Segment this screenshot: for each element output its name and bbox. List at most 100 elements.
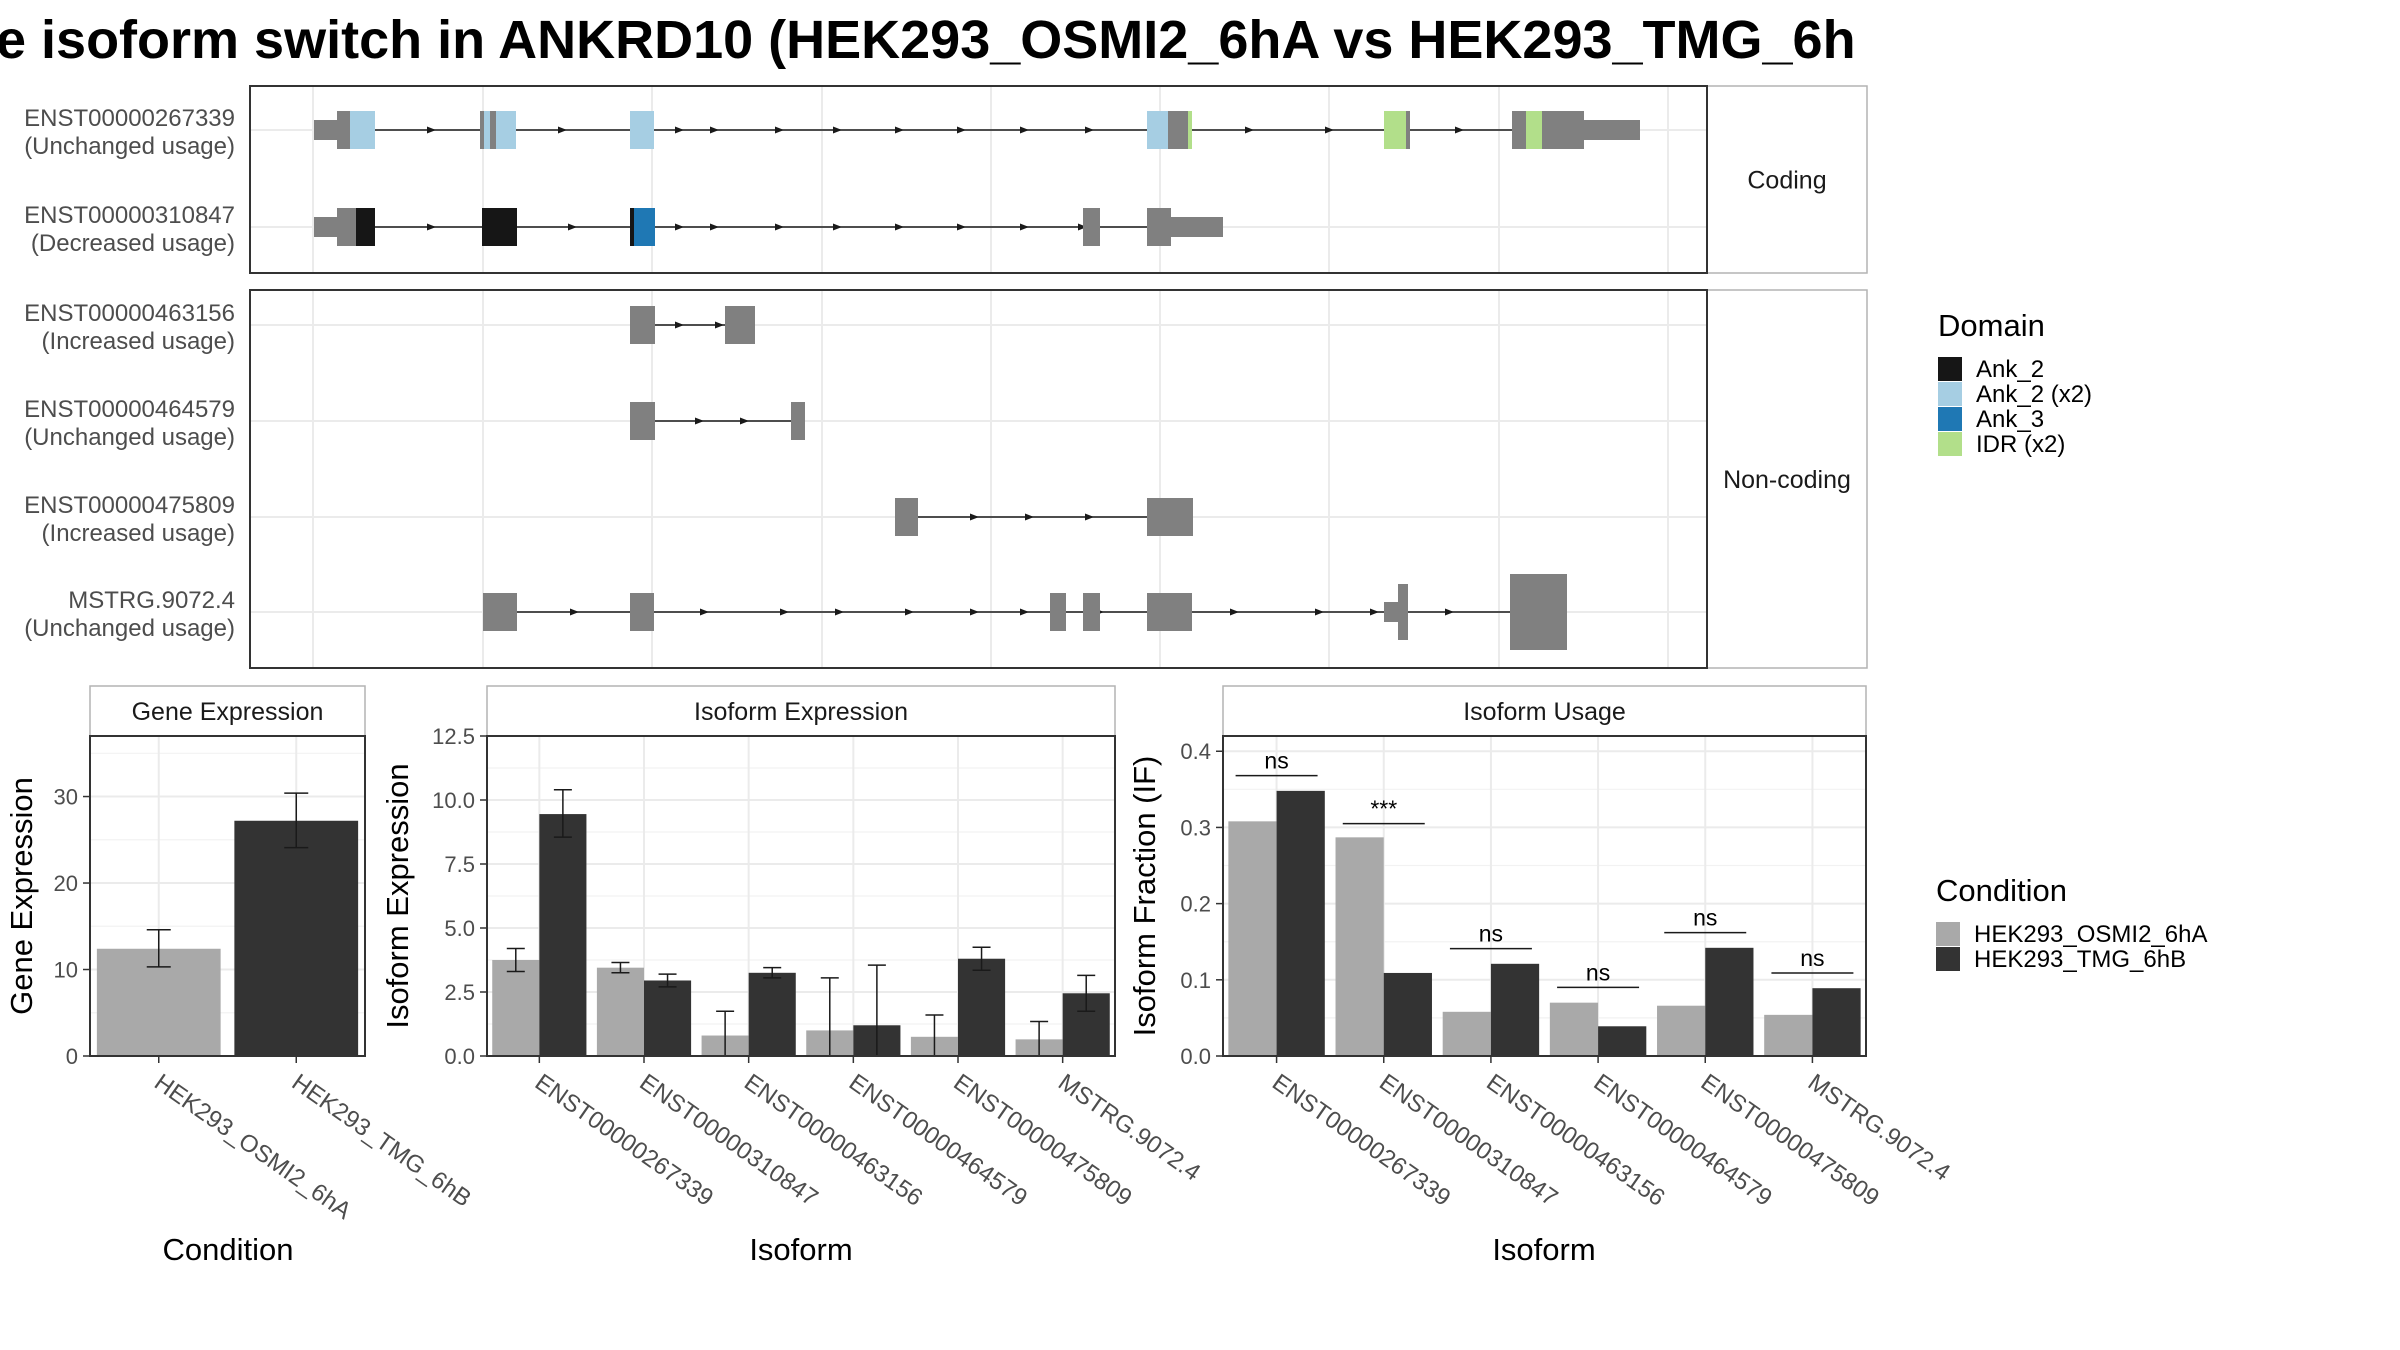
exon-block <box>337 208 356 246</box>
intron-arrow <box>1020 126 1029 134</box>
y-tick-label: 0 <box>66 1044 78 1069</box>
intron-arrow <box>957 126 966 134</box>
intron-arrow <box>775 223 784 231</box>
y-tick-label: 0.3 <box>1180 815 1211 840</box>
bar <box>1335 837 1384 1056</box>
intron-arrow <box>957 223 966 231</box>
y-tick-label: 0.0 <box>1180 1044 1211 1069</box>
intron-arrow <box>427 223 436 231</box>
exon-block <box>314 217 337 237</box>
intron-arrow <box>895 223 904 231</box>
bar <box>1490 963 1540 1056</box>
chart-title: Isoform Expression <box>694 698 908 726</box>
bar <box>492 960 540 1056</box>
domain-block <box>350 111 375 149</box>
intron-arrow <box>427 126 436 134</box>
intron-arrow <box>780 608 789 616</box>
domain-block <box>496 111 516 149</box>
intron-arrow <box>675 321 684 329</box>
exon-block <box>630 402 655 440</box>
chart-2: Isoform Usage 0.0 0.1 0.2 0.3 0.4 ns *** ns ns ns n… <box>1127 685 1955 1267</box>
intron-arrow <box>1325 126 1334 134</box>
intron-arrow <box>710 126 719 134</box>
transcript-usage-label: (Unchanged usage) <box>24 615 235 642</box>
y-tick-label: 7.5 <box>444 852 475 877</box>
intron-arrow <box>1455 126 1464 134</box>
bar <box>1549 1002 1599 1056</box>
transcript-structure-panel: CodingNon-codingENST00000267339(Unchange… <box>24 85 1868 669</box>
transcript-usage-label: (Decreased usage) <box>31 230 235 257</box>
chart-title: Gene Expression <box>132 698 324 726</box>
y-tick-label: 12.5 <box>432 724 475 749</box>
transcript-id-label: ENST00000267339 <box>24 105 235 132</box>
domain-legend-key <box>1938 382 1962 406</box>
intron-arrow <box>1025 513 1034 521</box>
x-tick-label: ENST00000267339 <box>1267 1069 1455 1212</box>
intron-arrow <box>700 608 709 616</box>
figure-title: e isoform switch in ANKRD10 (HEK293_OSMI… <box>0 10 1856 70</box>
domain-legend-key <box>1938 407 1962 431</box>
transcript-usage-label: (Increased usage) <box>42 328 235 355</box>
domain-legend-label: Ank_3 <box>1976 406 2044 433</box>
intron-arrow <box>833 223 842 231</box>
domain-legend-label: Ank_2 (x2) <box>1976 381 2092 408</box>
intron-arrow <box>1085 513 1094 521</box>
y-tick-label: 0.4 <box>1180 739 1211 764</box>
domain-legend-key <box>1938 432 1962 456</box>
domain-legend-key <box>1938 357 1962 381</box>
intron-arrow <box>558 126 567 134</box>
domain-block <box>640 208 655 246</box>
exon-block <box>1171 217 1223 237</box>
exon-block <box>1083 208 1100 246</box>
exon-block <box>1083 593 1100 631</box>
condition-legend-key <box>1936 922 1960 946</box>
chart-border <box>1222 735 1867 1057</box>
transcript-usage-label: (Increased usage) <box>42 520 235 547</box>
intron-arrow <box>710 223 719 231</box>
chart-1: Isoform Expression 0.0 2.5 5.0 7.5 10.0 12.5 EN… <box>380 685 1205 1267</box>
y-tick-label: 30 <box>54 785 78 810</box>
chart-border <box>486 735 1116 1057</box>
exon-block <box>483 593 517 631</box>
domain-block <box>1147 111 1168 149</box>
intron-arrow <box>833 126 842 134</box>
intron-arrow <box>570 608 579 616</box>
coding-panel-strip <box>1706 85 1868 274</box>
intron-arrow <box>568 223 577 231</box>
significance-label: ns <box>1586 959 1610 985</box>
exon-block <box>630 306 655 344</box>
significance-label: ns <box>1479 921 1503 947</box>
coding-panel-background <box>250 86 1707 273</box>
x-tick-label: ENST00000463156 <box>1481 1069 1669 1212</box>
domain-block <box>634 208 640 246</box>
exon-block <box>791 402 805 440</box>
exon-block <box>1510 574 1567 650</box>
bar <box>539 814 587 1056</box>
significance-label: ns <box>1693 905 1717 931</box>
x-tick-label: ENST00000463156 <box>739 1069 927 1212</box>
intron-arrow <box>695 417 704 425</box>
domain-legend-title: Domain <box>1938 308 2045 343</box>
bar <box>748 972 796 1056</box>
y-tick-label: 20 <box>54 871 78 896</box>
y-tick-label: 0.1 <box>1180 968 1211 993</box>
coding-panel-border <box>249 85 1708 274</box>
intron-arrow <box>1245 126 1254 134</box>
exon-block <box>1168 111 1190 149</box>
exon-block <box>1384 602 1398 622</box>
intron-arrow <box>1020 223 1029 231</box>
coding-panel-strip-label: Coding <box>1747 167 1826 195</box>
exon-block <box>1147 208 1171 246</box>
domain-block <box>482 208 517 246</box>
exon-block <box>725 306 755 344</box>
y-tick-label: 10.0 <box>432 788 475 813</box>
exon-block <box>1147 498 1193 536</box>
transcript-id-label: ENST00000464579 <box>24 396 235 423</box>
significance-label: ns <box>1264 748 1288 774</box>
bar <box>1812 988 1861 1056</box>
domain-block <box>630 208 634 246</box>
intron-arrow <box>905 608 914 616</box>
intron-arrow <box>1315 608 1324 616</box>
